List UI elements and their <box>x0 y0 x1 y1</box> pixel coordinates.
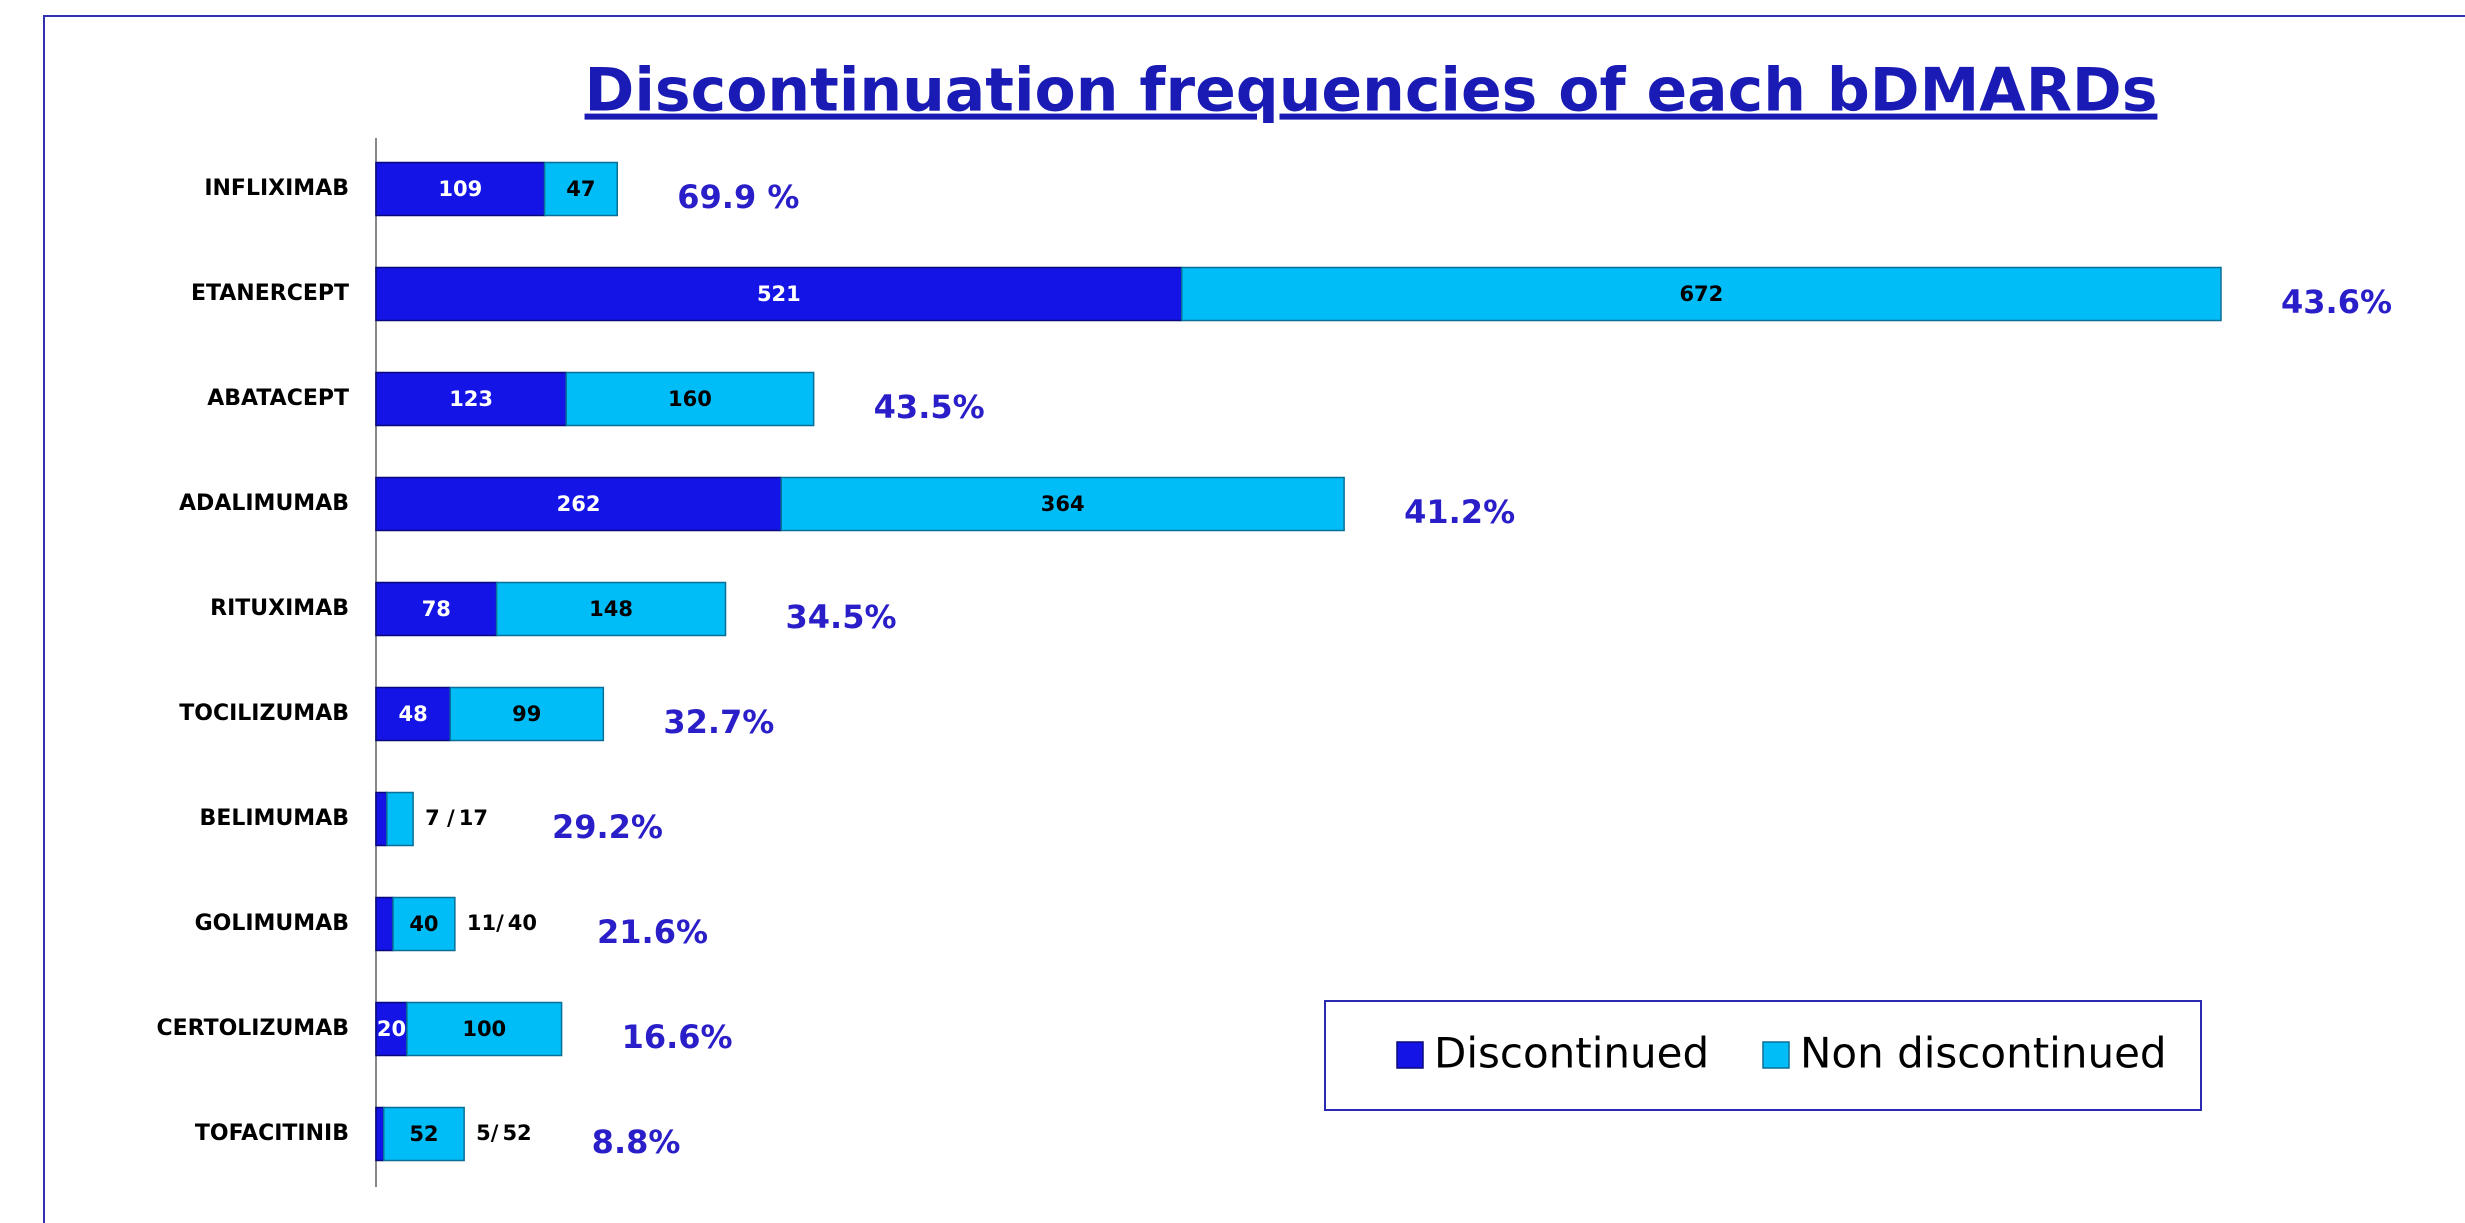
value-label: 262 <box>557 492 601 516</box>
chart-title: Discontinuation frequencies of each bDMA… <box>585 56 2158 126</box>
bar-segment <box>375 476 782 532</box>
bar-segment <box>382 1106 465 1162</box>
bar-segment <box>375 1001 408 1057</box>
bar-segment <box>780 476 1345 532</box>
value-label: 52 <box>409 1122 438 1146</box>
bar-segment <box>375 686 451 742</box>
bar-segment <box>565 371 815 427</box>
value-label: 100 <box>462 1017 506 1041</box>
bar-segment <box>1180 266 2222 322</box>
legend-label: Discontinued <box>1434 1029 1709 1078</box>
bar-segment <box>375 581 498 637</box>
category-label: CERTOLIZUMAB <box>156 1016 349 1041</box>
value-label: 99 <box>512 702 541 726</box>
bar-segment <box>375 161 546 217</box>
value-label: 48 <box>398 702 427 726</box>
bar-segment <box>392 896 456 952</box>
value-label: 40 <box>409 912 438 936</box>
rate-label: 41.2% <box>1404 493 1515 531</box>
category-label: ETANERCEPT <box>191 281 349 306</box>
bar-segment <box>375 371 567 427</box>
category-label: GOLIMUMAB <box>195 911 349 936</box>
category-label: TOCILIZUMAB <box>179 701 349 726</box>
rate-label: 43.6% <box>2281 283 2392 321</box>
frame <box>43 15 2465 1223</box>
value-label: 52 <box>502 1121 531 1145</box>
value-label: 20 <box>377 1017 406 1041</box>
rate-label: 16.6% <box>622 1018 733 1056</box>
legend-label: Non discontinued <box>1800 1029 2167 1078</box>
value-label: 160 <box>668 387 712 411</box>
rate-label: 32.7% <box>663 703 774 741</box>
bar-segment <box>495 581 727 637</box>
value-label: 521 <box>757 282 801 306</box>
bar-segment <box>375 896 394 952</box>
category-label: ABATACEPT <box>207 386 349 411</box>
rate-label: 8.8% <box>592 1123 681 1161</box>
bar-segment <box>543 161 619 217</box>
category-label: RITUXIMAB <box>210 596 349 621</box>
rate-label: 21.6% <box>597 913 708 951</box>
value-label: 672 <box>1679 282 1723 306</box>
legend-swatch <box>1762 1041 1790 1069</box>
value-label: 78 <box>422 597 451 621</box>
value-label: 148 <box>589 597 633 621</box>
bar-segment <box>375 1106 385 1162</box>
value-label: 17 <box>459 806 488 830</box>
value-label: 109 <box>438 177 482 201</box>
rate-label: 34.5% <box>786 598 897 636</box>
value-label: 364 <box>1041 492 1085 516</box>
value-label: 40 <box>508 911 537 935</box>
value-label: 5/ <box>476 1121 499 1145</box>
value-label: 47 <box>566 177 595 201</box>
value-label: 123 <box>449 387 493 411</box>
rate-label: 69.9 % <box>677 178 799 216</box>
bar-segment <box>375 791 388 847</box>
legend-swatch <box>1396 1041 1424 1069</box>
category-label: INFLIXIMAB <box>204 176 349 201</box>
category-label: BELIMUMAB <box>200 806 349 831</box>
rate-label: 29.2% <box>552 808 663 846</box>
value-label: 7 / <box>425 806 455 830</box>
category-label: ADALIMUMAB <box>179 491 349 516</box>
bar-segment <box>449 686 605 742</box>
category-label: TOFACITINIB <box>195 1121 349 1146</box>
rate-label: 43.5% <box>874 388 985 426</box>
bar-segment <box>406 1001 563 1057</box>
value-label: 11/ <box>467 911 504 935</box>
bar-segment <box>386 791 414 847</box>
